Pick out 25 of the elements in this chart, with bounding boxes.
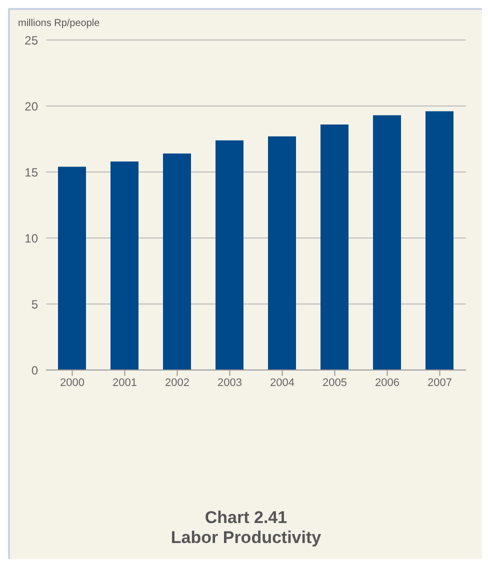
bar (58, 166, 86, 370)
text: Chart 2.41 (204, 508, 288, 528)
x-tick-label: 2007 (428, 376, 452, 389)
y-tick-label: 20 (24, 99, 38, 114)
y-axis-title: millions Rp/people (18, 18, 100, 29)
y-tick-label: 15 (24, 165, 38, 180)
bar (163, 154, 191, 370)
bar (268, 136, 296, 370)
bar (320, 124, 348, 370)
y-tick-label: 0 (31, 363, 38, 378)
bar (110, 161, 138, 370)
x-tick-label: 2002 (165, 376, 190, 389)
y-tick-label: 25 (24, 33, 38, 48)
y-tick-label: 10 (24, 231, 38, 246)
x-tick-label: 2005 (322, 376, 347, 389)
x-tick-label: 2003 (218, 376, 242, 389)
bar (373, 115, 401, 370)
y-tick-label: 5 (31, 297, 38, 312)
bar (426, 111, 454, 370)
x-tick-label: 2004 (270, 376, 294, 389)
x-tick-label: 2001 (112, 376, 137, 389)
bar (216, 140, 244, 370)
x-tick-label: 2000 (60, 376, 84, 389)
x-tick-label: 2006 (375, 376, 400, 389)
text: Labor Productivity (170, 528, 322, 548)
